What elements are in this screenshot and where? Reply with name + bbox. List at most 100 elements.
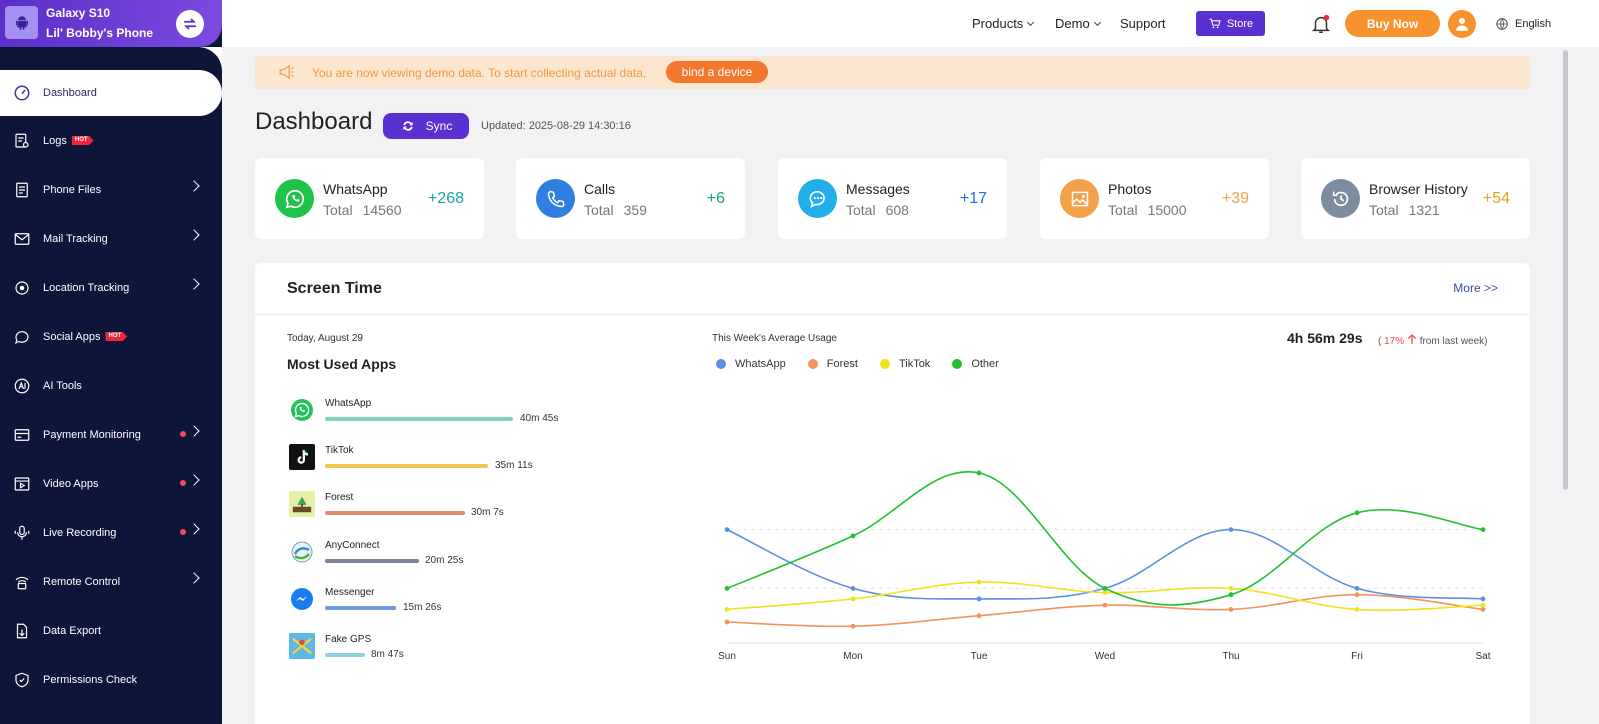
app-name: Fake GPS (325, 634, 372, 645)
chevron-right-icon (188, 572, 200, 584)
switch-device-button[interactable] (176, 10, 204, 38)
sync-button[interactable]: Sync (383, 113, 469, 139)
data-point-other-sun[interactable] (724, 586, 730, 591)
stat-delta: +54 (1482, 190, 1510, 207)
usage-bar (325, 511, 465, 515)
data-point-whatsapp-tue[interactable] (976, 596, 982, 602)
bind-device-button[interactable]: bind a device (666, 61, 768, 83)
remote-icon (12, 572, 32, 592)
app-row-fake-gps[interactable]: Fake GPS 8m 47s (287, 633, 587, 673)
anyconnect-icon (289, 539, 315, 565)
stat-card-calls[interactable]: Calls Total 359 +6 (516, 158, 745, 239)
sidebar-item-label: Location Tracking (43, 281, 130, 294)
data-point-forest-fri[interactable] (1354, 592, 1360, 598)
buy-now-button[interactable]: Buy Now (1345, 10, 1440, 37)
data-point-tiktok-fri[interactable] (1354, 607, 1360, 612)
sync-label: Sync (425, 119, 453, 133)
stat-total: Total 1321 (1369, 202, 1440, 218)
store-button[interactable]: Store (1196, 11, 1265, 36)
app-name: Forest (325, 492, 354, 503)
more-link[interactable]: More >> (1453, 281, 1498, 295)
export-icon (12, 621, 32, 641)
sidebar-item-video-apps[interactable]: Video Apps (0, 459, 222, 508)
usage-bar (325, 606, 396, 610)
device-switcher[interactable]: Galaxy S10 Lil' Bobby's Phone (0, 0, 222, 47)
sidebar-item-permissions-check[interactable]: Permissions Check (0, 655, 222, 704)
data-point-forest-mon[interactable] (850, 623, 856, 629)
app-row-tiktok[interactable]: TikTok 35m 11s (287, 444, 587, 484)
stat-card-whatsapp[interactable]: WhatsApp Total 14560 +268 (255, 158, 484, 239)
app-row-messenger[interactable]: Messenger 15m 26s (287, 586, 587, 626)
language-selector[interactable]: English (1495, 17, 1551, 31)
legend-item-tiktok[interactable]: TikTok (879, 358, 930, 370)
page-title: Dashboard (255, 108, 373, 135)
user-avatar-icon[interactable] (1448, 10, 1476, 38)
data-point-tiktok-sun[interactable] (724, 607, 730, 612)
app-name: WhatsApp (325, 398, 372, 409)
stat-card-browser-history[interactable]: Browser History Total 1321 +54 (1301, 158, 1530, 239)
data-point-tiktok-mon[interactable] (850, 596, 856, 602)
data-point-other-mon[interactable] (850, 533, 856, 539)
sidebar-item-location-tracking[interactable]: Location Tracking (0, 263, 222, 312)
data-point-forest-sat[interactable] (1480, 607, 1486, 612)
data-point-forest-thu[interactable] (1228, 607, 1234, 612)
scrollbar-thumb[interactable] (1563, 50, 1568, 490)
sidebar-item-data-export[interactable]: Data Export (0, 606, 222, 655)
app-row-anyconnect[interactable]: AnyConnect 20m 25s (287, 539, 587, 579)
data-point-whatsapp-sun[interactable] (724, 527, 730, 532)
data-point-whatsapp-mon[interactable] (850, 586, 856, 591)
data-point-tiktok-thu[interactable] (1228, 586, 1234, 591)
data-point-whatsapp-fri[interactable] (1354, 586, 1360, 591)
data-point-other-thu[interactable] (1228, 592, 1234, 598)
app-row-whatsapp[interactable]: WhatsApp 40m 45s (287, 397, 587, 437)
sidebar-item-mail-tracking[interactable]: Mail Tracking (0, 214, 222, 263)
data-point-tiktok-sat[interactable] (1480, 602, 1486, 608)
sidebar-item-ai-tools[interactable]: AI Tools (0, 361, 222, 410)
legend-item-other[interactable]: Other (952, 358, 999, 370)
sidebar-item-payment-monitoring[interactable]: Payment Monitoring (0, 410, 222, 459)
notification-bell-icon[interactable] (1310, 12, 1332, 36)
sidebar-item-logs[interactable]: Logs HOT (0, 116, 222, 165)
demo-menu[interactable]: Demo (1055, 16, 1101, 31)
legend-label: Forest (826, 358, 858, 370)
data-point-other-fri[interactable] (1354, 510, 1360, 516)
data-point-forest-sun[interactable] (724, 619, 730, 625)
legend-item-whatsapp[interactable]: WhatsApp (716, 358, 786, 370)
sidebar-item-label: Phone Files (43, 183, 102, 196)
usage-bar (325, 653, 365, 657)
data-point-other-sat[interactable] (1480, 527, 1486, 532)
sync-icon (402, 121, 413, 131)
sidebar-item-dashboard[interactable]: Dashboard (0, 70, 222, 116)
products-menu[interactable]: Products (972, 16, 1035, 31)
sidebar-item-label: AI Tools (43, 379, 82, 392)
support-link[interactable]: Support (1120, 16, 1166, 31)
stat-card-messages[interactable]: Messages Total 608 +17 (778, 158, 1007, 239)
legend-item-forest[interactable]: Forest (807, 358, 858, 370)
data-point-tiktok-tue[interactable] (976, 579, 982, 585)
message-icon (798, 179, 837, 218)
usage-time: 8m 47s (371, 649, 404, 660)
phone-icon (536, 179, 575, 218)
legend-swatch (952, 359, 963, 369)
data-point-forest-wed[interactable] (1102, 602, 1108, 608)
average-usage-change: ( 17% from last week) (1378, 333, 1488, 347)
sidebar-item-social-apps[interactable]: Social Apps HOT (0, 312, 222, 361)
data-point-forest-tue[interactable] (976, 613, 982, 619)
panel-title: Screen Time (287, 280, 382, 297)
stat-title: Calls (584, 181, 616, 197)
sidebar-item-live-recording[interactable]: Live Recording (0, 508, 222, 557)
total-value: 608 (885, 202, 909, 218)
data-point-tiktok-wed[interactable] (1102, 590, 1108, 595)
data-point-other-wed[interactable] (1102, 586, 1108, 591)
total-label: Total (1369, 202, 1399, 218)
sidebar-item-remote-control[interactable]: Remote Control (0, 557, 222, 606)
app-row-forest[interactable]: Forest 30m 7s (287, 491, 587, 531)
device-model: Galaxy S10 (46, 6, 111, 20)
stat-card-photos[interactable]: Photos Total 15000 +39 (1040, 158, 1269, 239)
total-label: Total (846, 202, 876, 218)
android-icon (5, 6, 38, 39)
sidebar-item-phone-files[interactable]: Phone Files (0, 165, 222, 214)
data-point-other-tue[interactable] (976, 470, 982, 476)
data-point-whatsapp-sat[interactable] (1480, 596, 1486, 602)
data-point-whatsapp-thu[interactable] (1228, 527, 1234, 532)
